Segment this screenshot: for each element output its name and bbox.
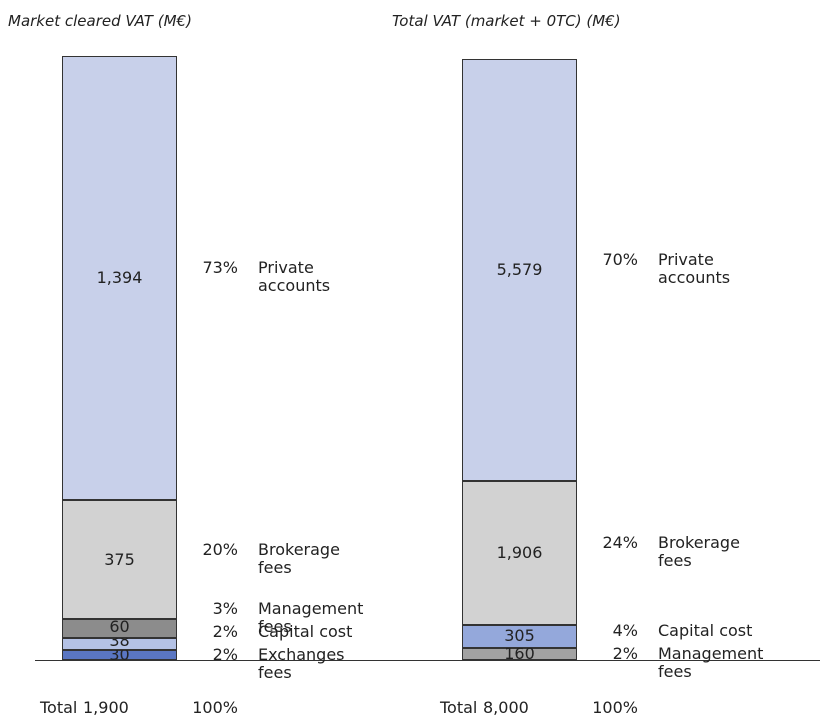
chart-title: Market cleared VAT (M€) xyxy=(8,12,192,30)
total-value: 1,900 xyxy=(83,698,129,717)
bar-segment xyxy=(62,619,177,639)
share-label: 24% xyxy=(602,532,638,552)
total-value: 8,000 xyxy=(483,698,529,717)
share-label: 73% xyxy=(202,257,238,277)
segment-name: Brokerage fees xyxy=(658,532,740,570)
value-label: 5,579 xyxy=(496,259,543,279)
value-label: 60 xyxy=(109,617,130,637)
bar-segment xyxy=(462,480,577,625)
bar-segment xyxy=(462,58,577,481)
value-label: 160 xyxy=(504,643,535,663)
chart-title: Total VAT (market + 0TC) (M€) xyxy=(392,12,621,30)
bar-segment xyxy=(462,624,577,648)
share-label: 70% xyxy=(602,249,638,269)
segment-name: Capital cost xyxy=(658,620,753,640)
bar-segment xyxy=(62,499,177,620)
total-share: 100% xyxy=(592,698,638,717)
segment-name: Exchanges fees xyxy=(258,645,345,683)
value-label: 375 xyxy=(104,549,135,569)
share-label: 20% xyxy=(202,539,238,559)
segment-name: Management fees xyxy=(658,643,764,681)
segment-name: Private accounts xyxy=(658,249,731,287)
bar-segment xyxy=(462,647,577,660)
bar-segment xyxy=(62,638,177,651)
bar-segment xyxy=(62,650,177,660)
baseline xyxy=(35,660,820,661)
segment-name: Management fees xyxy=(258,599,364,637)
share-label: 2% xyxy=(212,645,238,665)
share-label: 2% xyxy=(212,622,238,642)
total-label: Total xyxy=(440,698,478,717)
share-label: 2% xyxy=(612,643,638,663)
segment-name: Private accounts xyxy=(258,257,331,295)
value-label: 1,394 xyxy=(96,267,143,287)
share-label: 4% xyxy=(612,620,638,640)
share-label: 3% xyxy=(212,599,238,619)
segment-name: Capital cost xyxy=(258,622,353,642)
value-label: 1,906 xyxy=(496,542,543,562)
value-label: 305 xyxy=(504,626,535,646)
segment-name: Brokerage fees xyxy=(258,539,340,577)
total-label: Total xyxy=(40,698,78,717)
bar-segment xyxy=(62,55,177,500)
total-share: 100% xyxy=(192,698,238,717)
